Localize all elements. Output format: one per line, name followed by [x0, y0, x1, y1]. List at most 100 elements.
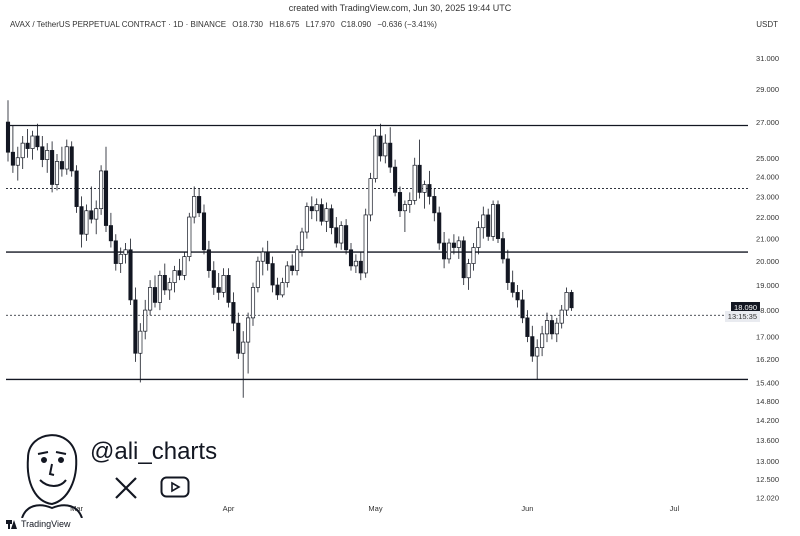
candle [564, 287, 569, 316]
candle-body [157, 275, 162, 303]
candle [569, 289, 574, 311]
candle-body [466, 263, 471, 279]
candle-body [486, 214, 491, 237]
candle [50, 141, 55, 193]
candle [476, 221, 481, 255]
candle [25, 128, 30, 158]
candle-body [133, 299, 138, 354]
candle [442, 232, 447, 269]
y-tick-label: 17.000 [756, 333, 779, 342]
symbol-title: AVAX / TetherUS PERPETUAL CONTRACT · 1D … [10, 20, 227, 29]
candle-body [353, 260, 358, 267]
currency-label: USDT [756, 20, 778, 29]
candle [495, 200, 501, 244]
candle-body [520, 299, 525, 319]
candle-body [554, 322, 559, 335]
candle [461, 236, 466, 286]
candle-body [471, 247, 476, 264]
candle [118, 247, 123, 273]
candle-body [236, 322, 241, 354]
candle [197, 188, 202, 218]
y-tick-label: 25.000 [756, 154, 779, 163]
candle-body [250, 287, 256, 319]
candle-body [255, 260, 260, 288]
candle-body [187, 216, 192, 257]
candle [500, 232, 505, 264]
candle-body [10, 151, 15, 166]
candle [437, 206, 442, 250]
candle [427, 170, 432, 205]
candle [530, 325, 535, 362]
candle-body [108, 225, 113, 242]
tradingview-brand[interactable]: TradingView [6, 519, 71, 529]
candle [275, 277, 280, 300]
candle [30, 130, 35, 160]
candle [20, 136, 25, 170]
y-tick-label: 12.500 [756, 475, 779, 484]
ohlc-high: H18.675 [269, 20, 300, 29]
candle [123, 243, 128, 264]
candle-body [456, 240, 461, 248]
candle [280, 277, 285, 298]
candle [363, 208, 368, 278]
ohlc-low: L17.970 [305, 20, 335, 29]
candle-body [491, 204, 496, 237]
candle [314, 198, 319, 222]
x-logo-icon[interactable] [112, 474, 140, 502]
candle [89, 186, 94, 224]
candle-body [285, 265, 290, 283]
candle-body [246, 317, 251, 343]
candle [255, 256, 260, 293]
candle-body [446, 242, 452, 260]
candle [422, 180, 427, 209]
candle [64, 139, 69, 175]
candle [383, 134, 388, 164]
candle-body [476, 227, 481, 248]
candle [451, 234, 456, 255]
candle [182, 252, 187, 281]
candle-body [544, 320, 550, 335]
countdown-tag: 13:15:35 [724, 311, 760, 322]
candle-body [393, 166, 398, 193]
tradingview-logo-icon [6, 519, 17, 529]
candle-body [118, 253, 123, 264]
candle-body [280, 282, 285, 296]
price-axis: 31.000 29.000 27.000 25.000 24.000 23.000 22.0… [756, 54, 779, 502]
ohlc-change: −0.636 (−3.41%) [377, 20, 437, 29]
candle-body [35, 135, 40, 148]
candle [486, 208, 491, 241]
candle [250, 282, 256, 326]
candle-body [569, 292, 574, 309]
candle [481, 206, 486, 239]
candle-body [407, 200, 412, 205]
candle-body [432, 196, 437, 214]
candle-body [437, 212, 442, 244]
candle-body [299, 231, 305, 251]
candle-body [113, 240, 118, 264]
candle [319, 198, 324, 226]
candle [59, 146, 64, 177]
x-tick-label: May [368, 504, 382, 513]
ohlc-close: C18.090 [340, 20, 372, 29]
candle-body [495, 204, 501, 239]
candle-body [388, 142, 393, 168]
candle [108, 212, 113, 248]
candle-body [417, 164, 422, 193]
candle [99, 165, 104, 215]
candle [201, 204, 207, 255]
candle [378, 123, 383, 162]
candle [152, 275, 158, 308]
candle [54, 154, 60, 191]
candle-body [167, 282, 172, 291]
candle [520, 289, 525, 324]
candle [148, 280, 153, 316]
candle [304, 202, 309, 239]
youtube-icon[interactable] [160, 476, 190, 498]
candle-body [358, 260, 363, 274]
candle-body [79, 206, 84, 235]
y-tick-label: 29.000 [756, 85, 779, 94]
current-price-tag: 18.090 [731, 302, 760, 313]
candle-body [275, 284, 280, 296]
